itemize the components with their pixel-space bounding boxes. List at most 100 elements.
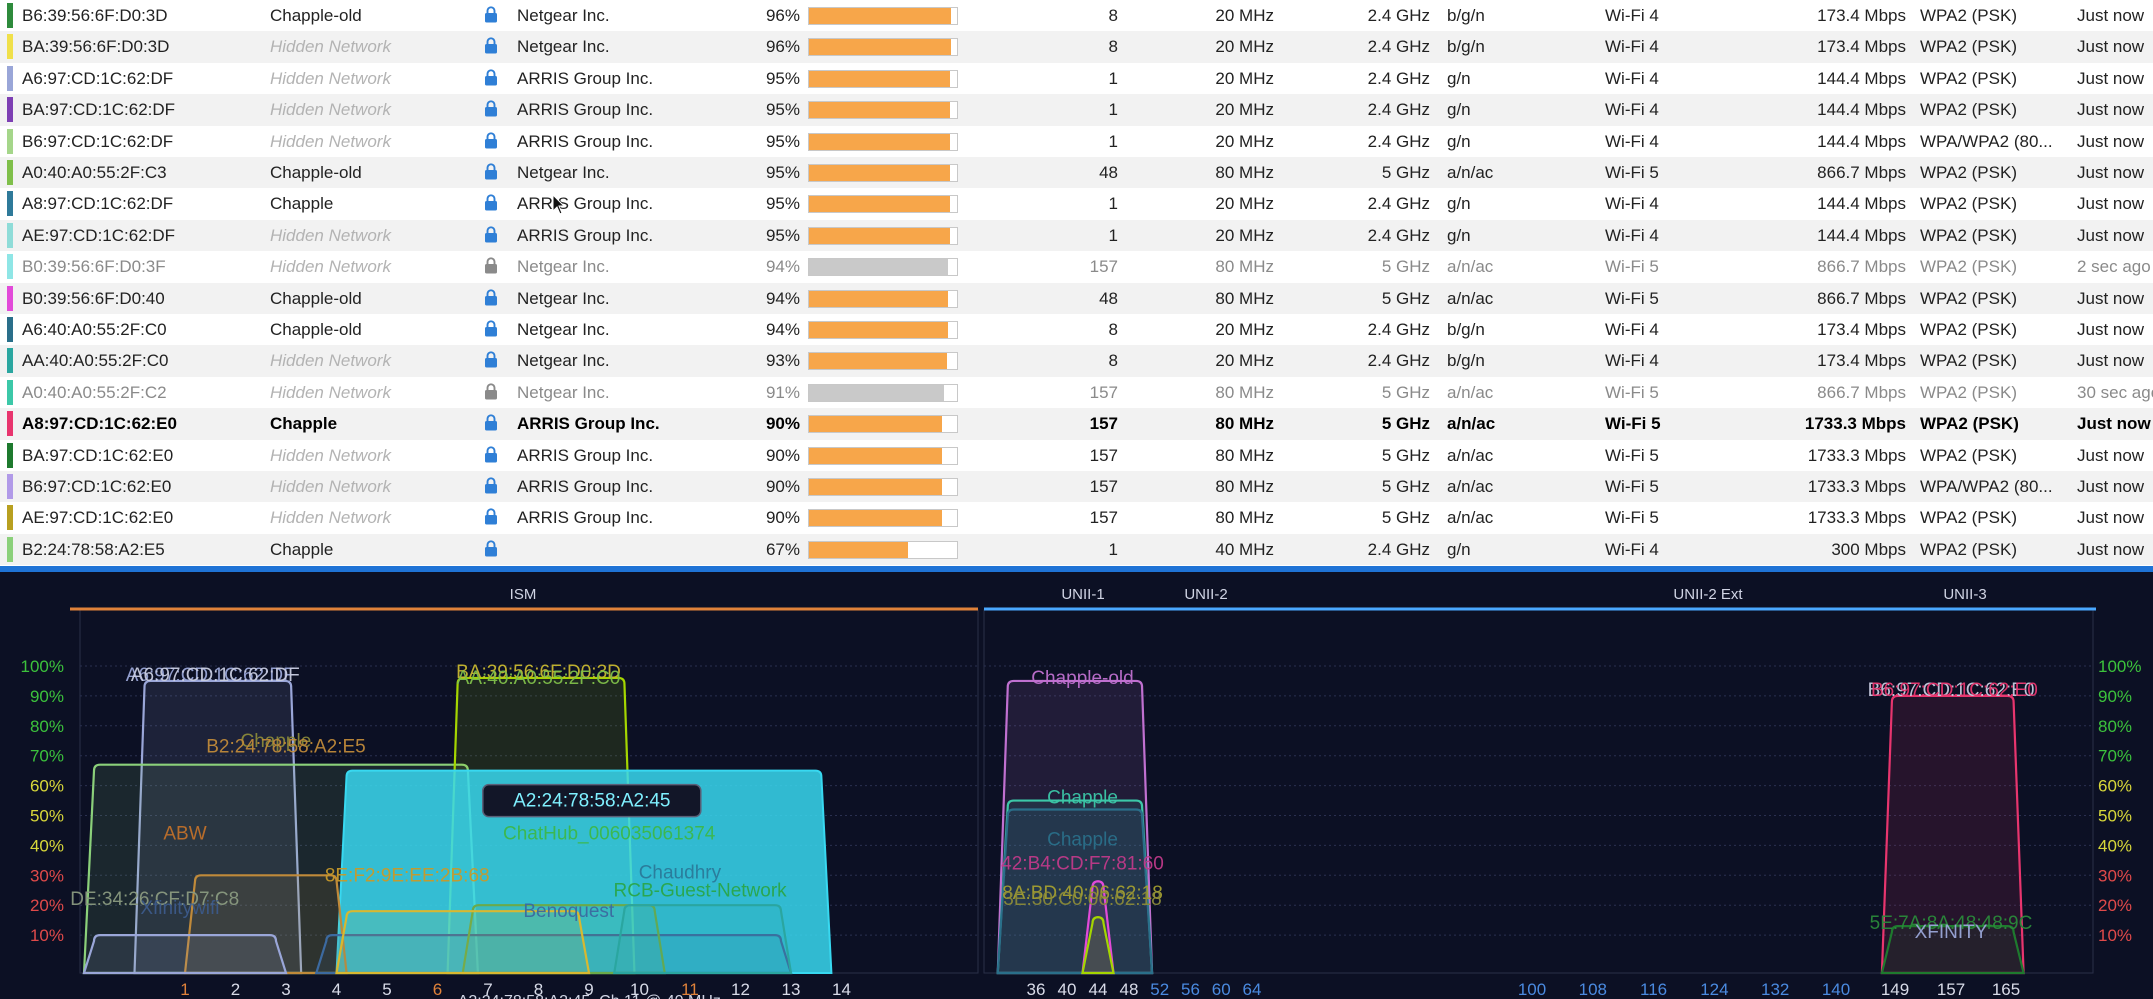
signal-bar-fill	[809, 479, 943, 495]
last-seen-cell: Just now	[2077, 288, 2145, 308]
generation-cell: Wi-Fi 4	[1605, 320, 1659, 339]
table-row[interactable]: BA:39:56:6F:D0:3D Hidden Network Netgear I…	[0, 31, 2153, 63]
bssid-cell: B6:97:CD:1C:62:DF	[22, 131, 174, 151]
bssid-cell: A6:40:A0:55:2F:C0	[22, 320, 167, 339]
last-seen-cell: Just now	[2077, 351, 2145, 371]
table-row[interactable]: AE:97:CD:1C:62:DF Hidden Network ARRIS Gro…	[0, 219, 2153, 252]
network-label: 3E:30:C0:06:62:18	[1003, 889, 1161, 910]
band-cell: 2.4 GHz	[1367, 320, 1430, 339]
bssid-cell: AE:97:CD:1C:62:DF	[22, 225, 176, 245]
vendor-cell: Netgear Inc.	[517, 163, 610, 182]
band-cell: 2.4 GHz	[1367, 539, 1430, 559]
last-seen-cell: Just now	[2077, 6, 2145, 25]
y-axis-label: 50%	[30, 807, 64, 826]
mode-cell: a/n/ac	[1447, 414, 1496, 434]
network-color-swatch	[7, 254, 13, 280]
channel-tick-label: 64	[1243, 980, 1262, 999]
channel-tick-label: 36	[1027, 980, 1046, 999]
network-label: XFINITY	[1915, 922, 1988, 943]
bssid-cell: B0:39:56:6F:D0:40	[22, 288, 165, 308]
network-color-swatch	[7, 536, 13, 562]
lock-icon	[484, 69, 502, 88]
band-cell: 2.4 GHz	[1367, 131, 1430, 151]
network-curve	[996, 808, 1154, 975]
max-rate-cell: 144.4 Mbps	[1817, 194, 1906, 214]
y-axis-label: 20%	[30, 896, 64, 915]
bssid-cell: B6:97:CD:1C:62:E0	[22, 477, 172, 496]
channel-tick-label: 140	[1822, 980, 1850, 999]
channel-width-cell: 80 MHz	[1215, 508, 1274, 528]
channel-cell: 1	[1108, 225, 1118, 245]
vendor-cell: Netgear Inc.	[517, 6, 610, 25]
generation-cell: Wi-Fi 4	[1605, 194, 1659, 214]
max-rate-cell: 866.7 Mbps	[1817, 163, 1906, 182]
table-row[interactable]: A0:40:A0:55:2F:C2 Hidden Network Netgear I…	[0, 377, 2153, 408]
band-cell: 2.4 GHz	[1367, 225, 1430, 245]
signal-percent-cell: 94%	[765, 320, 800, 339]
table-row[interactable]: A8:97:CD:1C:62:E0 Chapple ARRIS Group Inc.…	[0, 408, 2153, 440]
table-row[interactable]: A6:97:CD:1C:62:DF Hidden Network ARRIS Gro…	[0, 63, 2153, 94]
lock-icon	[484, 131, 502, 151]
ssid-cell: Hidden Network	[270, 445, 391, 465]
last-seen-cell: Just now	[2077, 37, 2145, 57]
table-row[interactable]: B0:39:56:6F:D0:3F Hidden Network Netgear I…	[0, 251, 2153, 282]
network-color-swatch	[7, 160, 13, 185]
table-row[interactable]: BA:97:CD:1C:62:DF Hidden Network ARRIS Gro…	[0, 94, 2153, 126]
signal-bar	[808, 446, 958, 465]
y-axis-label: 70%	[2098, 747, 2132, 766]
table-row[interactable]: B2:24:78:58:A2:E5 Chapple 67% 1 40 MHz 2.4 GH…	[0, 533, 2153, 566]
table-row[interactable]: B0:39:56:6F:D0:40 Chapple-old Netgear Inc.…	[0, 282, 2153, 314]
channel-cell: 157	[1089, 508, 1118, 528]
y-axis-label: 40%	[30, 836, 64, 855]
selected-network-caption: A2:24:78:58:A2:45, Ch 11 @ 40 MHz	[458, 993, 721, 999]
band-cell: 5 GHz	[1381, 477, 1430, 496]
network-label: Chapple-old	[1031, 668, 1133, 689]
security-cell: WPA2 (PSK)	[1920, 351, 2017, 371]
signal-percent-cell: 95%	[765, 194, 800, 214]
signal-bar	[808, 415, 958, 434]
band-cell: 2.4 GHz	[1367, 37, 1430, 57]
signal-percent-cell: 95%	[765, 100, 800, 120]
signal-bar-fill	[809, 227, 950, 244]
mode-cell: g/n	[1447, 225, 1471, 245]
signal-bar-fill	[809, 353, 947, 370]
security-cell: WPA2 (PSK)	[1920, 414, 2019, 434]
band-cell: 5 GHz	[1381, 288, 1430, 308]
channel-tick-label: 9	[584, 980, 593, 999]
bssid-cell: BA:39:56:6F:D0:3D	[22, 37, 170, 57]
signal-bar	[808, 352, 958, 371]
signal-bar-fill	[809, 8, 952, 24]
mode-cell: b/g/n	[1447, 6, 1485, 25]
table-row[interactable]: A6:40:A0:55:2F:C0 Chapple-old Netgear Inc.…	[0, 314, 2153, 345]
security-cell: WPA2 (PSK)	[1920, 257, 2017, 277]
generation-cell: Wi-Fi 5	[1605, 288, 1659, 308]
security-cell: WPA2 (PSK)	[1920, 508, 2017, 528]
table-resize-divider[interactable]	[0, 566, 2153, 572]
mode-cell: a/n/ac	[1447, 382, 1494, 402]
network-label: 8E:F2:9E:EE:2B:68	[325, 865, 490, 886]
network-label: A6:97:CD:1C:62:DF	[126, 665, 295, 686]
channel-tick-label: 116	[1640, 980, 1667, 999]
table-row[interactable]: B6:39:56:6F:D0:3D Chapple-old Netgear Inc.…	[0, 0, 2153, 31]
signal-bar	[808, 383, 958, 402]
table-row[interactable]: AE:97:CD:1C:62:E0 Hidden Network ARRIS Gro…	[0, 502, 2153, 533]
ssid-cell: Chapple	[270, 539, 334, 559]
table-row[interactable]: A8:97:CD:1C:62:DF Chapple ARRIS Group Inc.…	[0, 188, 2153, 219]
table-row[interactable]: AA:40:A0:55:2F:C0 Hidden Network Netgear I…	[0, 345, 2153, 377]
table-row[interactable]: BA:97:CD:1C:62:E0 Hidden Network ARRIS Gro…	[0, 440, 2153, 471]
generation-cell: Wi-Fi 5	[1605, 257, 1659, 277]
band-cell: 5 GHz	[1381, 163, 1430, 182]
spectrum-graph[interactable]: ISM UNII-1 UNII-2 UNII-2 Ext UNII-3 100% 100% 9…	[0, 572, 2153, 999]
table-row[interactable]: B6:97:CD:1C:62:DF Hidden Network ARRIS Gro…	[0, 126, 2153, 157]
channel-width-cell: 20 MHz	[1215, 37, 1274, 57]
ssid-cell: Chapple-old	[270, 163, 362, 182]
lock-icon	[484, 100, 502, 119]
last-seen-cell: Just now	[2077, 539, 2145, 559]
table-row[interactable]: B6:97:CD:1C:62:E0 Hidden Network ARRIS Gro…	[0, 471, 2153, 503]
channel-cell: 157	[1089, 445, 1118, 465]
lock-icon	[484, 351, 502, 370]
network-label: AA:40:A0:55:2F:C0	[457, 668, 621, 689]
hover-tooltip	[482, 783, 702, 818]
channel-cell: 157	[1089, 477, 1118, 496]
table-row[interactable]: A0:40:A0:55:2F:C3 Chapple-old Netgear Inc.…	[0, 157, 2153, 189]
